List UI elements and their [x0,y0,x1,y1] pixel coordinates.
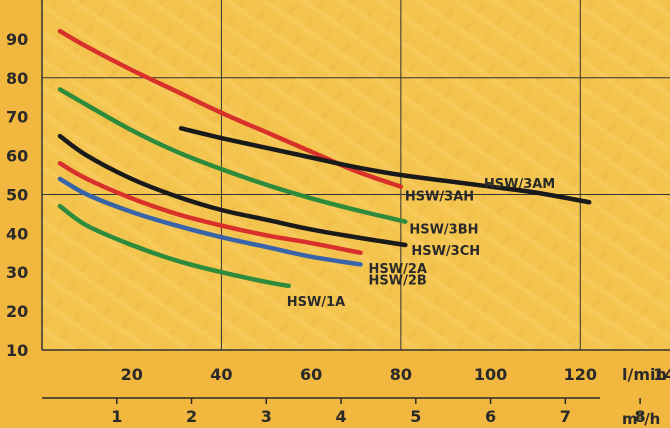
x-tick-label: 140 [653,365,670,384]
y-tick-label: 70 [6,108,28,127]
x-unit-label: l/min [622,365,667,384]
x2-tick-label: 8 [635,407,646,426]
y-tick-label: 90 [6,30,28,49]
x2-tick-label: 5 [410,407,421,426]
x-tick-label: 100 [474,365,507,384]
y-tick-label: 10 [6,341,28,360]
x2-unit-label: m³/h [622,410,660,428]
series-line-hsw-1a [57,203,291,289]
y-axis-ticks: 10 20 30 40 50 60 70 80 90 [6,30,28,360]
series-label-hsw-2b: HSW/2B [368,273,426,288]
x2-tick-label: 7 [560,407,571,426]
series-label-hsw-2a: HSW/2A [368,262,426,277]
series-lines [57,28,592,289]
series-label-hsw-3ah: HSW/3AH [405,190,474,205]
x-tick-label: 60 [300,365,322,384]
y-tick-label: 80 [6,69,28,88]
plot-area [42,0,670,350]
x-tick-label: 20 [121,365,143,384]
x-tick-label: 40 [210,365,232,384]
series-label-hsw-3am: HSW/3AM [484,177,555,192]
y-tick-label: 60 [6,147,28,166]
series-line-hsw-3ch [57,133,408,248]
x-tick-label: 80 [390,365,412,384]
series-line-hsw-3bh [57,87,408,224]
series-label-hsw-1a: HSW/1A [287,295,345,310]
x-axis-ticks: 20 40 60 80 100 120 140 [121,365,670,384]
series-line-hsw-2b [57,176,363,267]
series-label-hsw-3ch: HSW/3CH [411,244,480,259]
x2-tick-label: 4 [335,407,346,426]
x2-tick-label: 1 [111,407,122,426]
y-tick-label: 30 [6,263,28,282]
y-tick-label: 50 [6,185,28,204]
x2-tick-label: 6 [485,407,496,426]
x2-axis-ticks: 1 2 3 4 5 6 7 8 [111,398,646,426]
series-labels: HSW/3AM HSW/3AH HSW/3BH HSW/3CH HSW/2AHSW/2B… [287,177,556,310]
x2-tick-label: 2 [186,407,197,426]
series-line-hsw-3am [178,126,592,205]
series-line-hsw-2a [57,161,363,256]
y-tick-label: 40 [6,224,28,243]
x2-tick-label: 3 [261,407,272,426]
series-label-hsw-3bh: HSW/3BH [409,223,478,238]
y-tick-label: 20 [6,302,28,321]
x-tick-label: 120 [564,365,597,384]
